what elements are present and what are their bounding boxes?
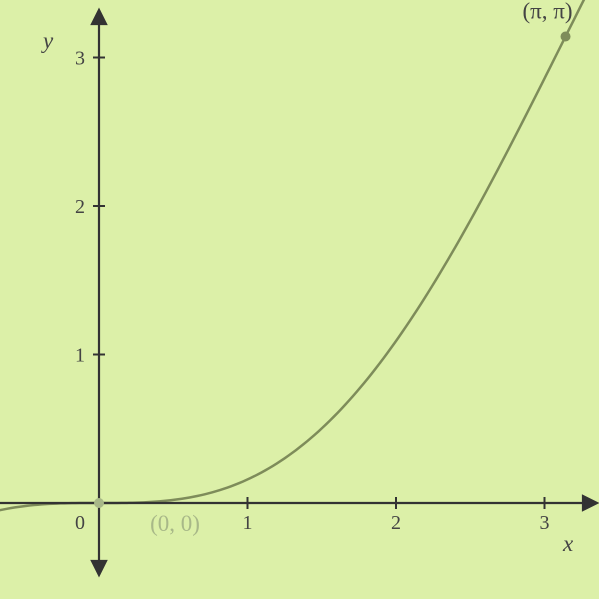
curve	[0, 0, 599, 527]
axis-arrow-icon	[583, 496, 597, 510]
y-tick-label: 2	[75, 196, 85, 218]
point-marker	[94, 498, 104, 508]
chart-plot: 1 2 3 1 2 3 0 x y (0, 0) (π, π)	[0, 0, 599, 599]
point-label: (π, π)	[523, 0, 573, 23]
y-axis-label: y	[41, 28, 54, 53]
x-axis-label: x	[562, 531, 574, 556]
x-tick-label: 3	[540, 512, 550, 534]
x-tick-label: 1	[243, 512, 253, 534]
axis-arrow-icon	[92, 561, 106, 575]
x-tick-label: 2	[391, 512, 401, 534]
y-tick-label: 1	[75, 345, 85, 367]
origin-label: 0	[75, 512, 85, 534]
axis-arrow-icon	[92, 10, 106, 24]
point-label: (0, 0)	[150, 511, 200, 536]
point-marker	[561, 31, 571, 41]
y-tick-label: 3	[75, 48, 85, 70]
